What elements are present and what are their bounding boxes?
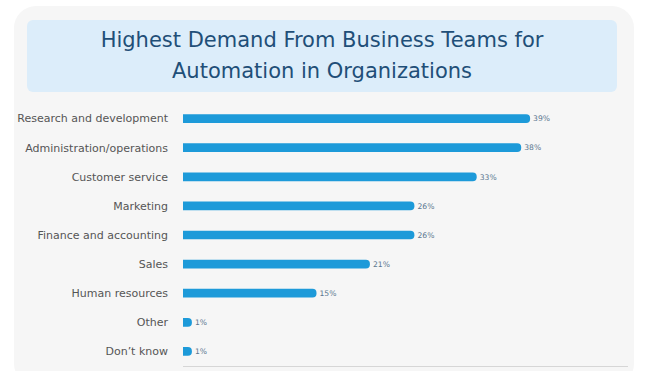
svg-text:Finance and accounting: Finance and accounting <box>37 229 168 242</box>
svg-text:21%: 21% <box>373 260 390 269</box>
svg-text:Marketing: Marketing <box>113 200 168 213</box>
svg-text:Sales: Sales <box>139 258 169 271</box>
svg-text:Other: Other <box>137 316 169 329</box>
svg-text:26%: 26% <box>417 202 434 211</box>
html-text:Highest Demand From Business T: Highest Demand From Business Teams for A… <box>100 28 544 83</box>
svg-text:33%: 33% <box>480 173 497 182</box>
svg-text:Customer service: Customer service <box>72 171 169 184</box>
svg-text:Don’t know: Don’t know <box>105 345 168 358</box>
svg-text:39%: 39% <box>533 114 550 123</box>
svg-text:15%: 15% <box>320 289 337 298</box>
svg-text:Research and development: Research and development <box>17 112 168 125</box>
svg-text:1%: 1% <box>195 318 207 327</box>
svg-text:1%: 1% <box>195 347 207 356</box>
svg-text:26%: 26% <box>417 231 434 240</box>
svg-text:Human resources: Human resources <box>72 287 169 300</box>
svg-text:38%: 38% <box>524 143 541 152</box>
svg-text:Administration/operations: Administration/operations <box>25 142 168 155</box>
